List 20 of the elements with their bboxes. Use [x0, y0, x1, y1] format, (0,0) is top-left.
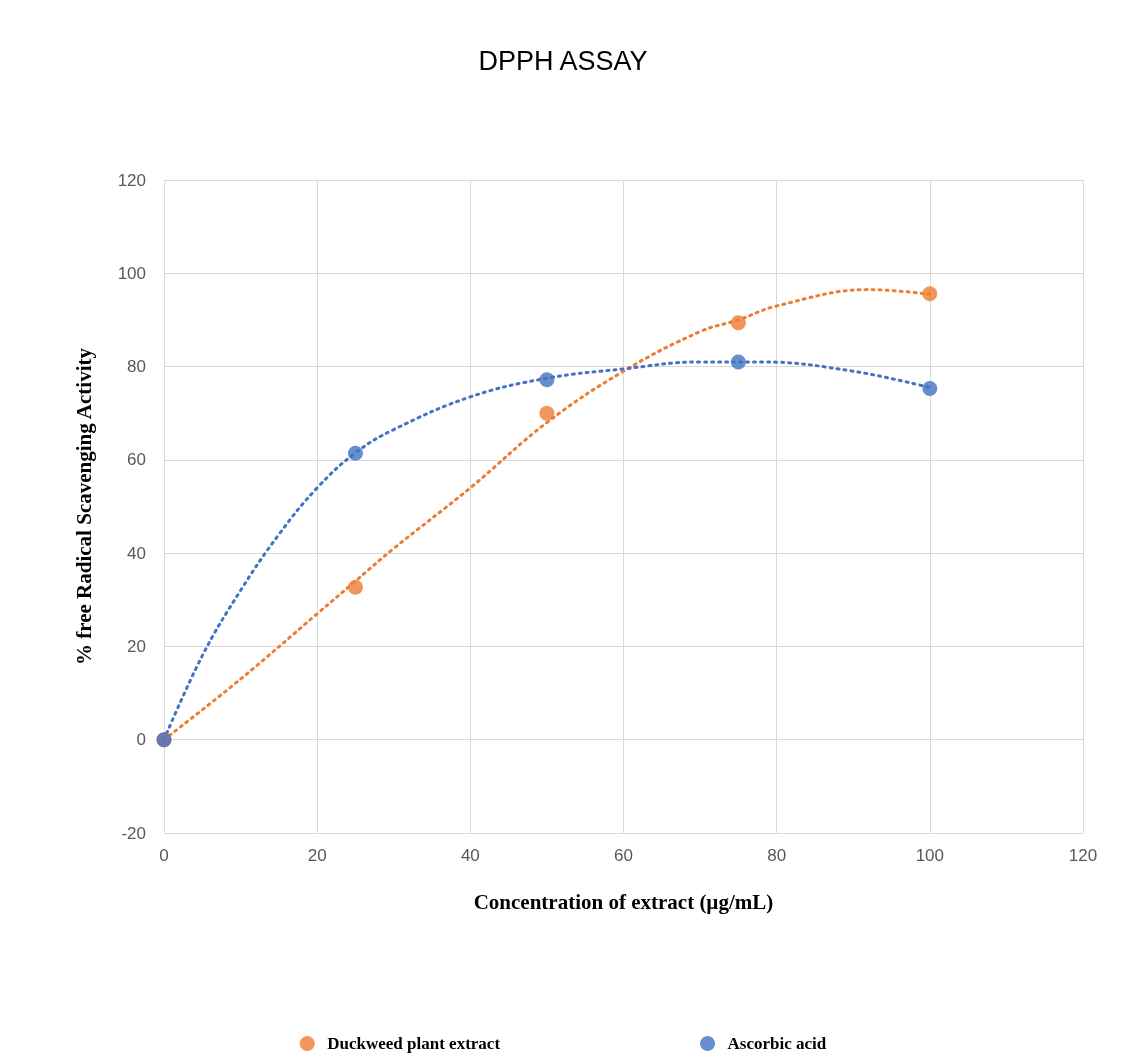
x-axis-title: Concentration of extract (µg/mL) [473, 889, 774, 914]
y-tick-label: 120 [117, 170, 146, 190]
y-tick-label: 100 [117, 263, 146, 283]
y-tick-label: 80 [127, 357, 146, 377]
y-tick-label: 20 [127, 636, 146, 656]
legend-label: Ascorbic acid [727, 1034, 827, 1053]
chart-title: DPPH ASSAY [478, 45, 648, 76]
x-tick-label: 60 [614, 846, 633, 865]
x-tick-label: 40 [460, 846, 480, 865]
x-tick-label: 0 [159, 846, 169, 865]
x-tick-label: 80 [767, 846, 787, 865]
y-tick-label: -20 [121, 823, 146, 843]
y-axis-title: % free Radical Scavenging Activity [71, 347, 96, 665]
x-tick-label: 20 [307, 846, 327, 865]
x-tick-label: 100 [915, 846, 945, 865]
y-tick-label: 40 [127, 543, 146, 563]
legend-label: Duckweed plant extract [327, 1034, 501, 1053]
y-tick-label: 60 [127, 450, 146, 470]
y-tick-label: 0 [136, 730, 146, 750]
x-tick-label: 120 [1068, 846, 1098, 865]
